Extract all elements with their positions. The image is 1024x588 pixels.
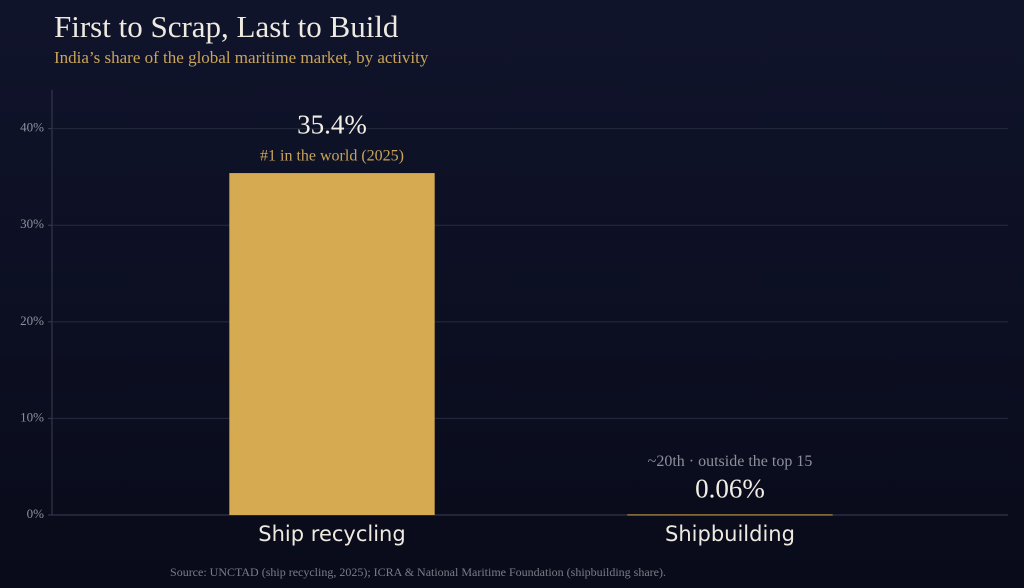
x-tick-label: Shipbuilding [665,522,795,546]
value-label: 0.06% [695,474,765,504]
x-tick-label: Ship recycling [258,522,405,546]
annotation: #1 in the world (2025) [260,148,404,165]
bar [627,514,833,516]
bar [229,173,435,515]
y-tick-label: 30% [20,216,44,231]
source-note: Source: UNCTAD (ship recycling, 2025); I… [170,565,666,579]
y-tick-label: 20% [20,313,44,328]
y-tick-label: 10% [20,409,44,424]
chart-title: First to Scrap, Last to Build [54,9,399,44]
chart-subtitle: India’s share of the global maritime mar… [54,48,429,67]
y-tick-label: 40% [20,120,44,135]
value-label: 35.4% [297,109,367,139]
annotation: ~20th · outside the top 15 [648,453,813,470]
y-tick-label: 0% [27,506,45,521]
